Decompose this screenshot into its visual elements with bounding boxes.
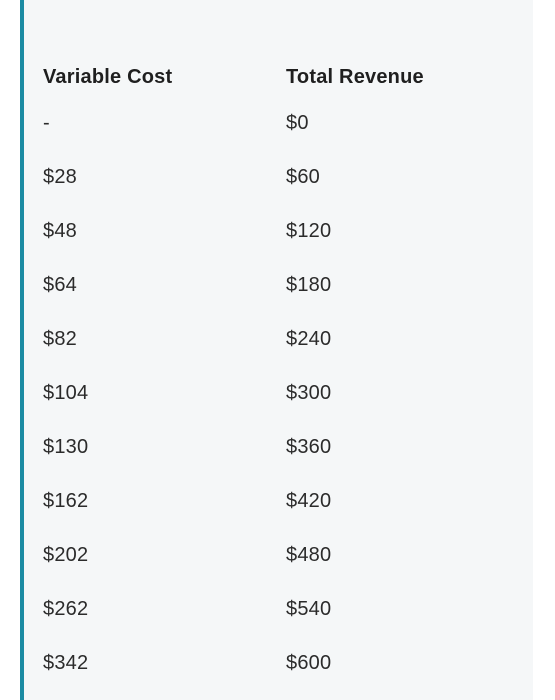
variable-cost-cell: $64 bbox=[43, 273, 77, 296]
table-row: $162 $420 bbox=[43, 474, 483, 528]
table-row: $82 $240 bbox=[43, 312, 483, 366]
total-revenue-cell: $540 bbox=[286, 597, 332, 620]
table-row: $262 $540 bbox=[43, 582, 483, 636]
variable-cost-cell: - bbox=[43, 111, 50, 134]
total-revenue-cell: $240 bbox=[286, 327, 332, 350]
table-row: $64 $180 bbox=[43, 258, 483, 312]
total-revenue-cell: $360 bbox=[286, 435, 332, 458]
total-revenue-cell: $420 bbox=[286, 489, 332, 512]
table-row: $130 $360 bbox=[43, 420, 483, 474]
total-revenue-cell: $600 bbox=[286, 651, 332, 674]
variable-cost-cell: $162 bbox=[43, 489, 89, 512]
variable-cost-cell: $130 bbox=[43, 435, 89, 458]
table-header-row: Variable Cost Total Revenue bbox=[43, 58, 483, 96]
table-row: $342 $600 bbox=[43, 636, 483, 690]
total-revenue-cell: $120 bbox=[286, 219, 332, 242]
total-revenue-cell: $180 bbox=[286, 273, 332, 296]
variable-cost-cell: $28 bbox=[43, 165, 77, 188]
table-body: - $0 $28 $60 $48 $120 $64 $180 $82 $240 $104 $300 $1… bbox=[43, 96, 483, 690]
table-row: $48 $120 bbox=[43, 204, 483, 258]
variable-cost-cell: $104 bbox=[43, 381, 89, 404]
header-total-revenue: Total Revenue bbox=[286, 65, 424, 88]
variable-cost-cell: $202 bbox=[43, 543, 89, 566]
variable-cost-cell: $48 bbox=[43, 219, 77, 242]
variable-cost-cell: $262 bbox=[43, 597, 89, 620]
variable-cost-cell: $82 bbox=[43, 327, 77, 350]
total-revenue-cell: $0 bbox=[286, 111, 309, 134]
table-row: - $0 bbox=[43, 96, 483, 150]
table-row: $202 $480 bbox=[43, 528, 483, 582]
table-row: $28 $60 bbox=[43, 150, 483, 204]
total-revenue-cell: $300 bbox=[286, 381, 332, 404]
total-revenue-cell: $480 bbox=[286, 543, 332, 566]
cost-revenue-panel bbox=[20, 0, 533, 700]
variable-cost-cell: $342 bbox=[43, 651, 89, 674]
cost-revenue-table: Variable Cost Total Revenue - $0 $28 $60 $48… bbox=[43, 58, 483, 690]
table-row: $104 $300 bbox=[43, 366, 483, 420]
total-revenue-cell: $60 bbox=[286, 165, 320, 188]
header-variable-cost: Variable Cost bbox=[43, 65, 173, 88]
